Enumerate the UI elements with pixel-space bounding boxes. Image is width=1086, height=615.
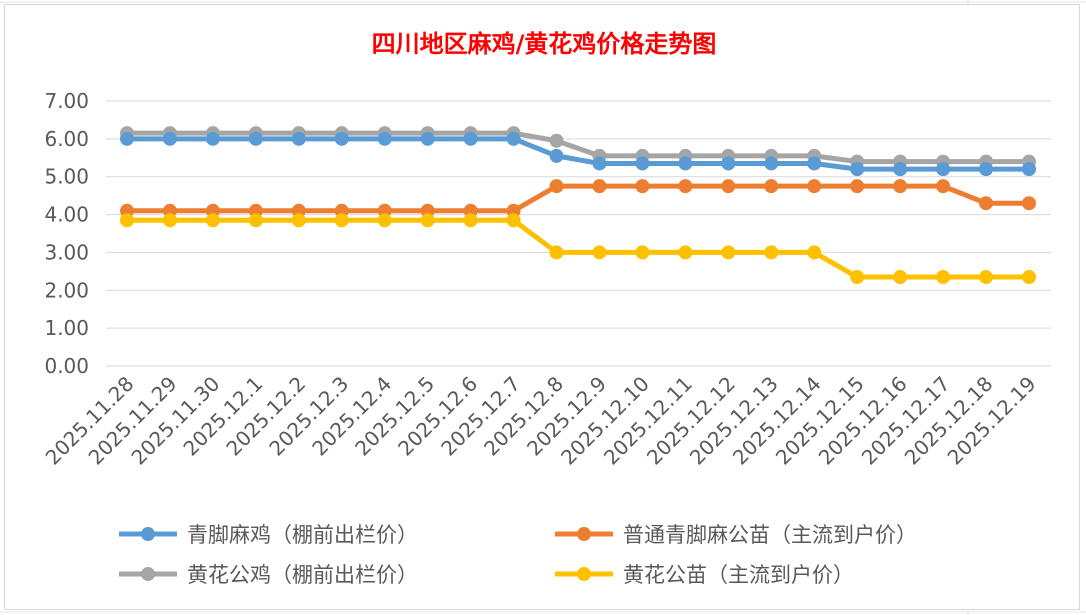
data-point: [807, 156, 822, 171]
data-point: [120, 131, 134, 146]
data-point: [635, 179, 650, 194]
legend-label: 普通青脚麻公苗（主流到户价）: [623, 523, 917, 547]
series-line: [124, 130, 1032, 165]
data-point: [334, 131, 349, 146]
data-point: [678, 245, 693, 260]
data-point: [893, 270, 908, 285]
series-line: [124, 217, 1032, 280]
data-point: [334, 213, 349, 228]
y-tick-label: 6.00: [44, 127, 89, 151]
data-point: [807, 245, 822, 260]
data-point: [377, 213, 392, 228]
y-tick-label: 4.00: [44, 203, 89, 227]
data-point: [936, 270, 951, 285]
data-point: [420, 131, 435, 146]
legend-swatch-marker: [141, 527, 155, 541]
x-axis: 2025.11.282025.11.292025.11.302025.12.12…: [41, 372, 1041, 470]
legend-label: 黄花公鸡（棚前出栏价）: [187, 563, 418, 587]
data-point: [592, 156, 607, 171]
y-tick-label: 5.00: [44, 165, 89, 189]
data-point: [807, 179, 822, 194]
data-point: [721, 156, 736, 171]
data-point: [162, 131, 177, 146]
data-point: [592, 245, 607, 260]
data-point: [463, 131, 478, 146]
data-point: [1022, 196, 1036, 211]
data-point: [248, 131, 263, 146]
legend: 青脚麻鸡（棚前出栏价） 普通青脚麻公苗（主流到户价） 黄花公鸡（棚前出栏价） 黄花公苗…: [119, 523, 917, 587]
data-point: [635, 156, 650, 171]
data-point: [764, 156, 779, 171]
y-axis: 0.00 1.00 2.00 3.00 4.00 5.00 6.00 7.00: [44, 89, 89, 378]
data-point: [979, 162, 994, 177]
series-line: [124, 183, 1032, 214]
data-point: [1022, 270, 1036, 285]
legend-label: 黄花公苗（主流到户价）: [623, 563, 854, 587]
data-point: [936, 179, 951, 194]
data-point: [850, 270, 865, 285]
data-point: [549, 133, 564, 148]
data-point: [377, 131, 392, 146]
data-point: [205, 131, 220, 146]
data-point: [850, 162, 865, 177]
y-tick-label: 1.00: [44, 316, 89, 340]
data-point: [291, 213, 306, 228]
chart-title: 四川地区麻鸡/黄花鸡价格走势图: [372, 30, 717, 58]
data-point: [592, 179, 607, 194]
legend-label: 青脚麻鸡（棚前出栏价）: [187, 523, 418, 547]
data-point: [205, 213, 220, 228]
line-chart: 四川地区麻鸡/黄花鸡价格走势图 0.00 1.00 2.00 3.00 4.00 5.00…: [41, 30, 1051, 587]
legend-swatch-marker: [141, 567, 155, 581]
data-point: [979, 270, 994, 285]
data-point: [678, 179, 693, 194]
data-point: [764, 245, 779, 260]
data-point: [549, 148, 564, 163]
data-point: [893, 179, 908, 194]
data-point: [678, 156, 693, 171]
data-point: [764, 179, 779, 194]
data-point: [463, 213, 478, 228]
data-point: [850, 179, 865, 194]
data-point: [420, 213, 435, 228]
y-tick-label: 3.00: [44, 240, 89, 264]
data-point: [721, 245, 736, 260]
plot-area: [120, 126, 1036, 285]
data-point: [549, 245, 564, 260]
data-point: [506, 131, 521, 146]
data-point: [248, 213, 263, 228]
data-point: [721, 179, 736, 194]
legend-swatch-marker: [577, 527, 591, 541]
data-point: [506, 213, 521, 228]
data-point: [291, 131, 306, 146]
chart-area[interactable]: 四川地区麻鸡/黄花鸡价格走势图 0.00 1.00 2.00 3.00 4.00 5.00…: [4, 4, 1080, 610]
series-line: [124, 136, 1032, 172]
data-point: [162, 213, 177, 228]
y-tick-label: 0.00: [44, 354, 89, 378]
data-point: [979, 196, 994, 211]
data-point: [549, 179, 564, 194]
data-point: [635, 245, 650, 260]
y-tick-label: 2.00: [44, 278, 89, 302]
data-point: [1022, 162, 1036, 177]
data-point: [936, 162, 951, 177]
legend-swatch-marker: [577, 567, 591, 581]
data-point: [893, 162, 908, 177]
data-point: [120, 213, 134, 228]
y-tick-label: 7.00: [44, 89, 89, 113]
